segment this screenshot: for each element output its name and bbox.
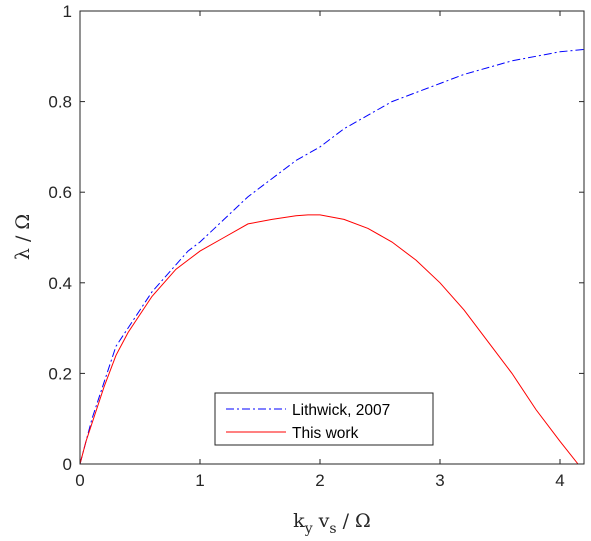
y-tick-label-4: 0.8 (48, 93, 72, 112)
x-axis-label-part-1: y (304, 521, 313, 537)
x-axis-label: ky vs / Ω (293, 510, 371, 537)
x-tick-label-0: 0 (75, 471, 84, 490)
x-tick-label-2: 2 (315, 471, 324, 490)
y-tick-label-2: 0.4 (48, 274, 72, 293)
series-line-1 (80, 214, 579, 464)
x-axis-label-part-3: s (329, 521, 336, 537)
y-tick-label-3: 0.6 (48, 183, 72, 202)
y-tick-label-5: 1 (63, 2, 72, 21)
legend-label-lithwick: Lithwick, 2007 (292, 402, 390, 419)
plot-background (80, 11, 584, 464)
legend-label-this-work: This work (292, 425, 359, 442)
x-axis-label-part-4: / Ω (337, 510, 371, 532)
x-tick-label-1: 1 (195, 471, 204, 490)
x-axis-label-part-2: v (313, 510, 330, 532)
x-tick-label-4: 4 (555, 471, 564, 490)
x-axis-label-part-0: k (293, 510, 305, 532)
series-layer (80, 49, 584, 464)
legend: Lithwick, 2007 This work (214, 392, 434, 446)
series-line-0 (80, 49, 584, 464)
tick-layer (79, 10, 584, 465)
tick-label-layer: 0 1 2 3 4 0 0.2 0.4 0.6 0.8 1 (48, 2, 564, 490)
y-tick-label-0: 0 (63, 455, 72, 474)
x-tick-label-3: 3 (435, 471, 444, 490)
y-axis-label: λ / Ω (12, 214, 34, 260)
y-tick-label-1: 0.2 (48, 364, 72, 383)
plot-frame (79, 10, 585, 465)
legend-box (214, 392, 434, 446)
